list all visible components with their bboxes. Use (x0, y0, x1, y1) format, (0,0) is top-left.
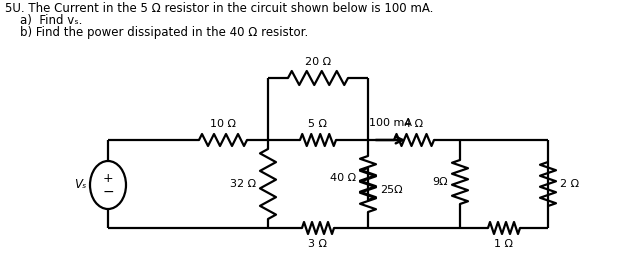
Text: Vₛ: Vₛ (74, 179, 86, 191)
Text: 3 Ω: 3 Ω (309, 239, 328, 249)
Text: 2 Ω: 2 Ω (560, 179, 579, 189)
Text: 5 Ω: 5 Ω (309, 119, 328, 129)
Text: 20 Ω: 20 Ω (305, 57, 331, 67)
Text: 32 Ω: 32 Ω (230, 179, 256, 189)
Text: 1 Ω: 1 Ω (494, 239, 514, 249)
Text: +: + (102, 172, 113, 184)
Text: 5U. The Current in the 5 Ω resistor in the circuit shown below is 100 mA.: 5U. The Current in the 5 Ω resistor in t… (5, 2, 433, 15)
Text: a)  Find vₛ.: a) Find vₛ. (5, 14, 82, 27)
Text: 10 Ω: 10 Ω (210, 119, 236, 129)
Text: −: − (102, 185, 114, 199)
Text: 40 Ω: 40 Ω (330, 173, 356, 183)
Text: 4 Ω: 4 Ω (404, 119, 424, 129)
Text: 100 mA: 100 mA (369, 118, 412, 128)
Text: b) Find the power dissipated in the 40 Ω resistor.: b) Find the power dissipated in the 40 Ω… (5, 26, 308, 39)
Text: 9Ω: 9Ω (432, 177, 448, 187)
Text: 25Ω: 25Ω (380, 185, 402, 195)
